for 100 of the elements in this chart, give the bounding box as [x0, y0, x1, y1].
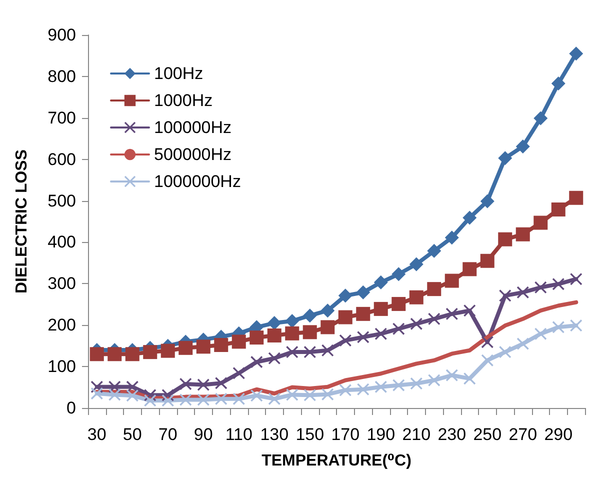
- point: [126, 390, 138, 402]
- point: [108, 388, 121, 401]
- point: [552, 278, 564, 290]
- point: [534, 216, 548, 230]
- point: [125, 347, 140, 362]
- point: [481, 336, 494, 348]
- point: [143, 345, 158, 360]
- point: [178, 340, 193, 355]
- point: [392, 322, 405, 335]
- point: [498, 232, 512, 246]
- point: [338, 310, 352, 324]
- point: [374, 275, 388, 290]
- legend-label: 500000Hz: [154, 145, 232, 164]
- point: [267, 316, 282, 330]
- point: [304, 389, 316, 402]
- x-tick-label: 50: [122, 425, 142, 444]
- x-tick-label: 110: [225, 425, 252, 444]
- point: [499, 346, 512, 358]
- point: [214, 338, 228, 352]
- point: [322, 344, 334, 356]
- legend-label: 1000000Hz: [154, 172, 241, 191]
- point: [302, 308, 317, 323]
- point: [304, 346, 316, 358]
- x-axis-title: TEMPERATURE(⁰C): [262, 452, 412, 470]
- x-tick-label: 30: [87, 425, 106, 444]
- point: [464, 304, 476, 317]
- point: [232, 334, 246, 349]
- point: [516, 286, 529, 298]
- point: [409, 290, 424, 304]
- point: [108, 347, 122, 362]
- y-tick-label: 300: [48, 274, 76, 294]
- point: [356, 285, 370, 300]
- point: [286, 388, 298, 401]
- point: [374, 328, 387, 340]
- point: [320, 304, 335, 318]
- x-tick-label: 290: [544, 425, 573, 444]
- point: [534, 328, 547, 340]
- y-tick-label: 600: [48, 150, 76, 169]
- point: [498, 151, 512, 166]
- point: [428, 312, 440, 325]
- legend-label: 100000Hz: [154, 118, 232, 137]
- point: [286, 346, 298, 358]
- point: [180, 378, 192, 390]
- x-tick-label: 210: [402, 425, 431, 444]
- x-tick-label: 130: [260, 425, 289, 444]
- point: [499, 290, 512, 302]
- point: [196, 340, 210, 354]
- point: [480, 194, 494, 208]
- point: [250, 356, 263, 368]
- point: [552, 321, 564, 334]
- point: [339, 384, 352, 396]
- point: [516, 338, 529, 350]
- point: [516, 139, 530, 154]
- point: [302, 325, 317, 340]
- y-tick-label: 100: [48, 357, 76, 376]
- point: [392, 379, 405, 392]
- point: [464, 372, 476, 385]
- point: [322, 388, 334, 400]
- point: [285, 326, 300, 340]
- point: [162, 394, 174, 407]
- point: [569, 190, 584, 205]
- point: [516, 227, 530, 242]
- point: [427, 244, 442, 258]
- x-tick-label: 170: [331, 425, 360, 444]
- legend-label: 1000Hz: [154, 91, 213, 110]
- point: [250, 330, 264, 345]
- point: [250, 390, 263, 402]
- point: [160, 344, 175, 358]
- point: [374, 380, 387, 393]
- point: [444, 230, 459, 245]
- y-axis-title: DIELECTRIC LOSS: [14, 149, 30, 294]
- y-tick-label: 400: [48, 232, 76, 252]
- point: [480, 254, 494, 268]
- point: [428, 374, 440, 386]
- point: [551, 76, 566, 90]
- point: [462, 210, 477, 225]
- point: [215, 377, 228, 390]
- point: [356, 306, 370, 321]
- point: [462, 262, 477, 276]
- point: [446, 369, 458, 382]
- y-tick-label: 700: [48, 108, 76, 128]
- point: [374, 302, 388, 316]
- point: [268, 392, 280, 405]
- point: [444, 274, 459, 288]
- point: [409, 257, 424, 272]
- y-tick-label: 900: [48, 26, 76, 44]
- legend-label: 100Hz: [154, 64, 204, 83]
- point: [90, 347, 104, 362]
- point: [392, 296, 406, 311]
- point: [410, 318, 422, 330]
- point: [320, 320, 335, 334]
- x-tick-label: 150: [296, 425, 324, 444]
- point: [197, 378, 210, 391]
- x-tick-label: 250: [473, 425, 502, 444]
- point: [338, 288, 352, 303]
- point: [180, 394, 192, 406]
- point: [215, 392, 228, 405]
- point: [534, 111, 548, 126]
- point: [551, 202, 566, 216]
- y-tick-label: 500: [48, 191, 76, 210]
